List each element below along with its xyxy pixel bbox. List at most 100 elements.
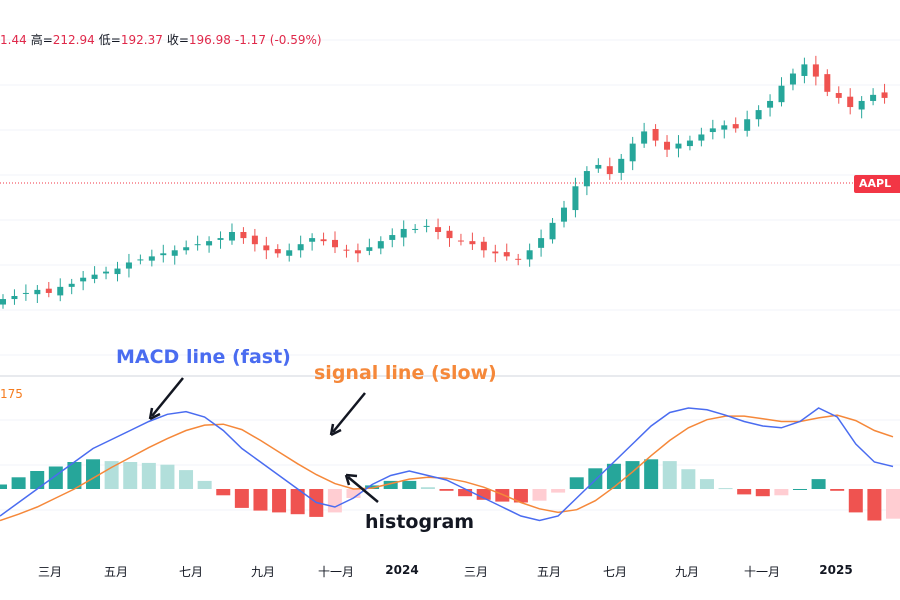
histogram-bar	[588, 468, 603, 489]
candle-body	[686, 140, 693, 147]
candle-body	[297, 244, 304, 251]
candle-body	[801, 64, 808, 76]
candle-body	[515, 258, 522, 260]
candle-body	[137, 259, 144, 261]
candle-body	[492, 251, 499, 254]
candle-body	[114, 268, 121, 275]
candle-body	[57, 286, 64, 296]
candle-body	[400, 228, 407, 238]
candle-body	[549, 222, 556, 240]
candle-body	[435, 227, 442, 232]
candle-body	[618, 158, 625, 173]
macd-line-annotation: MACD line (fast)	[116, 346, 291, 368]
candle-body	[641, 131, 648, 144]
candle	[549, 217, 556, 244]
candle-body	[68, 283, 75, 287]
histogram-bar	[365, 485, 380, 489]
x-axis-label: 三月	[37, 565, 63, 579]
histogram-bar	[290, 489, 305, 515]
candle	[34, 285, 41, 304]
candle	[389, 228, 396, 248]
candlestick-series	[0, 55, 888, 309]
candle-body	[824, 74, 831, 92]
histogram-bar	[216, 489, 231, 496]
candle	[698, 127, 705, 147]
candle	[22, 284, 29, 301]
candle	[652, 124, 659, 147]
candle-body	[125, 262, 132, 269]
candle	[45, 281, 52, 298]
candle	[171, 245, 178, 265]
histogram-bar	[886, 489, 900, 519]
candle	[251, 228, 258, 252]
ohlc-readout: 1.44 高=212.94 低=192.37 收=196.98 -1.17 (-0.59…	[0, 31, 326, 48]
candle-body	[366, 247, 373, 251]
histogram-arrowhead	[344, 473, 358, 486]
histogram-bar	[11, 477, 26, 489]
candle	[263, 236, 270, 260]
x-axis-label: 2025	[819, 563, 853, 577]
signal-arrow	[332, 392, 366, 433]
candle-body	[698, 134, 705, 141]
candle	[354, 243, 361, 263]
candle	[732, 117, 739, 133]
candle	[538, 229, 545, 257]
candle-body	[389, 235, 396, 240]
candle-body	[675, 143, 682, 149]
x-axis-label: 三月	[463, 565, 489, 579]
candle-body	[80, 277, 87, 282]
histogram-bar	[830, 489, 845, 491]
histogram-bar	[681, 469, 696, 489]
candle	[148, 249, 155, 267]
grid-lines	[0, 39, 900, 511]
candle-body	[812, 64, 819, 77]
signal-line	[0, 414, 894, 522]
histogram-bar	[532, 489, 547, 501]
candle	[572, 177, 579, 218]
histogram-annotation: histogram	[365, 511, 475, 533]
candle	[320, 232, 327, 246]
candle-body	[412, 228, 419, 230]
candle	[137, 254, 144, 265]
candle-body	[0, 299, 6, 305]
candle-body	[22, 292, 29, 294]
x-axis-label: 七月	[178, 565, 204, 579]
high-value: 212.94	[52, 33, 95, 47]
symbol-price-tag[interactable]: AAPL	[854, 175, 900, 193]
candle	[194, 235, 201, 251]
candle-body	[286, 250, 293, 256]
candle	[629, 136, 636, 171]
candle-body	[629, 143, 636, 162]
candle-body	[251, 235, 258, 245]
candle-body	[274, 249, 281, 254]
candle-body	[332, 239, 339, 248]
histogram-bar	[67, 462, 82, 489]
histogram-bar	[551, 489, 566, 493]
low-label: 低=	[98, 33, 121, 47]
histogram-bar	[253, 489, 268, 511]
candle-body	[789, 73, 796, 85]
candle	[744, 110, 751, 137]
candle	[183, 240, 190, 255]
x-axis-label: 五月	[536, 565, 562, 579]
histogram-bar	[327, 489, 342, 513]
candle-body	[664, 141, 671, 150]
candle	[515, 253, 522, 266]
histogram-bar	[30, 471, 45, 489]
histogram-bar	[123, 462, 138, 489]
histogram-bar	[104, 461, 119, 489]
candle	[286, 243, 293, 262]
histogram-bar	[179, 470, 194, 489]
high-label: 高=	[30, 33, 53, 47]
candle	[801, 57, 808, 84]
candle	[812, 55, 819, 86]
candle-body	[870, 94, 877, 101]
x-axis-label: 七月	[602, 565, 628, 579]
histogram-bar	[699, 479, 714, 489]
candle	[366, 238, 373, 256]
candle-body	[709, 128, 716, 133]
candle-body	[228, 232, 235, 241]
candle	[103, 266, 110, 280]
candle-body	[194, 244, 201, 246]
candle-body	[755, 110, 762, 120]
